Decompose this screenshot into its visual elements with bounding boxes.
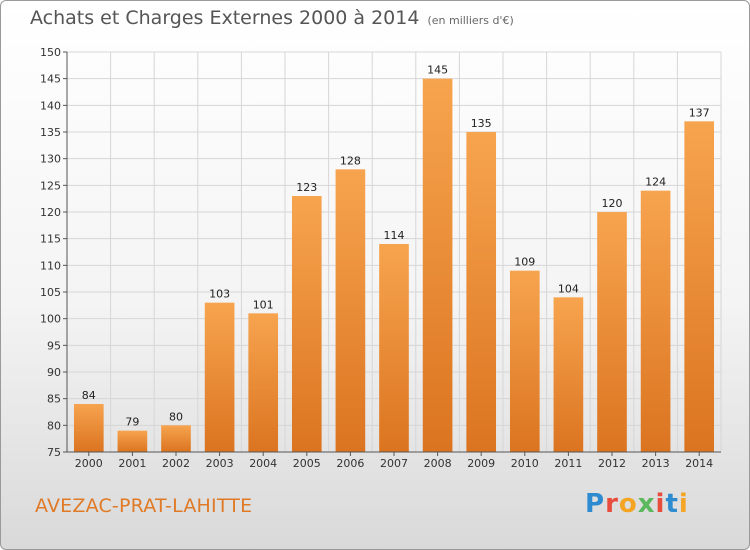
- data-label: 120: [602, 197, 623, 210]
- logo-letter: x: [637, 489, 656, 519]
- y-tick-label: 80: [47, 419, 61, 432]
- bar: [553, 297, 584, 452]
- bar: [291, 196, 322, 452]
- x-tick-label: 2013: [642, 457, 670, 470]
- y-tick-label: 90: [47, 366, 61, 379]
- logo-letter: i: [655, 489, 666, 519]
- y-tick-label: 115: [40, 233, 61, 246]
- x-tick-label: 2002: [162, 457, 190, 470]
- y-tick-label: 130: [40, 153, 61, 166]
- x-tick-label: 2010: [511, 457, 539, 470]
- chart-title: Achats et Charges Externes 2000 à 2014 (e…: [30, 7, 514, 29]
- bar: [335, 169, 366, 453]
- x-tick-label: 2004: [249, 457, 277, 470]
- data-label: 124: [645, 176, 666, 189]
- y-tick-label: 75: [47, 446, 61, 459]
- y-tick-label: 140: [40, 99, 61, 112]
- logo-letter: t: [665, 489, 679, 519]
- data-label: 104: [558, 282, 579, 295]
- y-tick-label: 105: [40, 286, 61, 299]
- data-label: 123: [296, 181, 317, 194]
- logo-letter: o: [618, 489, 638, 519]
- data-label: 79: [125, 416, 139, 429]
- bar: [640, 190, 671, 452]
- data-label: 80: [169, 410, 183, 423]
- bar: [422, 78, 453, 453]
- x-tick-label: 2007: [380, 457, 408, 470]
- y-tick-label: 145: [40, 73, 61, 86]
- y-tick-label: 135: [40, 126, 61, 139]
- x-tick-label: 2008: [424, 457, 452, 470]
- title-text: Achats et Charges Externes 2000 à 2014: [30, 7, 420, 29]
- bar: [73, 404, 104, 452]
- data-label: 109: [514, 256, 535, 269]
- y-tick-label: 85: [47, 393, 61, 406]
- bar: [509, 270, 540, 452]
- commune-name: AVEZAC-PRAT-LAHITTE: [35, 495, 253, 517]
- bar: [379, 244, 409, 452]
- logo-letter: P: [585, 489, 606, 519]
- x-tick-label: 2006: [336, 457, 364, 470]
- x-tick-label: 2003: [206, 457, 234, 470]
- bar: [248, 313, 279, 452]
- bar: [117, 430, 148, 452]
- y-tick-label: 150: [40, 46, 61, 59]
- y-tick-label: 110: [40, 259, 61, 272]
- bar: [597, 212, 627, 452]
- data-label: 101: [253, 298, 274, 311]
- proxiti-logo: Proxiti: [585, 489, 689, 519]
- bar: [684, 121, 715, 452]
- x-tick-label: 2011: [554, 457, 582, 470]
- x-tick-label: 2005: [293, 457, 321, 470]
- bar: [466, 132, 497, 452]
- x-tick-label: 2001: [118, 457, 146, 470]
- x-tick-label: 2009: [467, 457, 495, 470]
- x-tick-label: 2000: [75, 457, 103, 470]
- y-tick-label: 95: [47, 339, 61, 352]
- data-label: 84: [82, 389, 96, 402]
- y-tick-label: 125: [40, 179, 61, 192]
- data-label: 103: [209, 288, 230, 301]
- x-tick-label: 2012: [598, 457, 626, 470]
- data-label: 137: [689, 106, 710, 119]
- logo-letter: i: [678, 489, 689, 519]
- logo-letter: r: [605, 489, 619, 519]
- x-tick-label: 2014: [685, 457, 713, 470]
- data-label: 128: [340, 154, 361, 167]
- y-tick-label: 120: [40, 206, 61, 219]
- title-unit: (en milliers d'€): [427, 14, 514, 27]
- data-label: 145: [427, 64, 448, 77]
- data-label: 135: [471, 117, 492, 130]
- bar: [161, 425, 191, 452]
- data-label: 114: [384, 229, 405, 242]
- bar: [204, 302, 235, 452]
- y-tick-label: 100: [40, 313, 61, 326]
